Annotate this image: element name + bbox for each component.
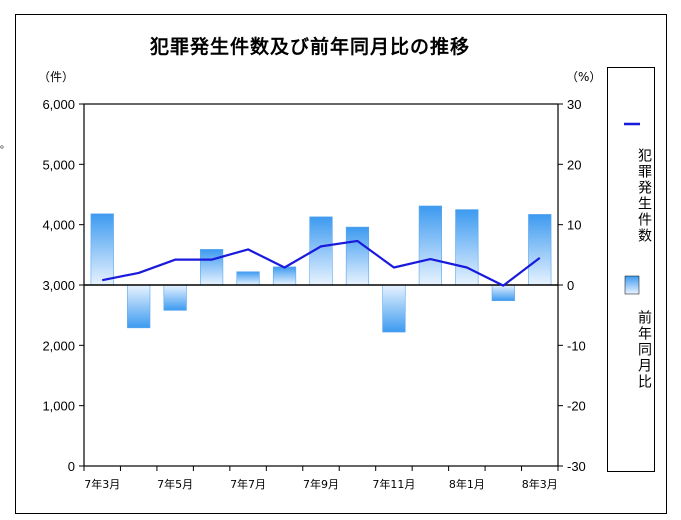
left-tick-label-3: 3,000 [42, 278, 75, 293]
legend-swatches [624, 122, 640, 295]
right-tick-label-4: 10 [567, 218, 581, 233]
left-axis-unit: （件） [38, 70, 75, 84]
bar-4 [236, 271, 260, 286]
bar-7 [345, 226, 370, 286]
bar-0 [90, 213, 114, 286]
left-tick-label-2: 2,000 [42, 338, 75, 353]
legend-bar-swatch [624, 275, 640, 295]
left-tick-label-1: 1,000 [42, 399, 75, 414]
right-tick-label-2: -10 [567, 338, 586, 353]
legend-label-crime-count: 犯罪発生件数 [636, 148, 652, 244]
bar-1 [127, 284, 151, 329]
right-tick-label-5: 20 [567, 157, 581, 172]
x-tick-label-6: 7年9月 [303, 477, 339, 491]
left-tick-label-4: 4,000 [42, 218, 75, 233]
x-tick-label-2: 7年5月 [157, 477, 193, 491]
left-tick-label-5: 5,000 [42, 157, 75, 172]
bar-3 [200, 249, 224, 286]
bar-11 [491, 284, 515, 301]
legend: 犯罪発生件数 前年同月比 [607, 67, 655, 472]
stray-mark: 。 [0, 140, 10, 151]
bar-10 [455, 209, 479, 286]
chart-title: 犯罪発生件数及び前年同月比の推移 [149, 36, 470, 58]
legend-label-yoy: 前年同月比 [636, 310, 652, 390]
x-tick-label-8: 7年11月 [372, 477, 415, 491]
bar-8 [382, 284, 406, 333]
bar-9 [418, 205, 442, 286]
bar-5 [272, 266, 297, 286]
x-tick-label-12: 8年3月 [522, 477, 558, 491]
right-tick-label-3: 0 [567, 278, 574, 293]
left-tick-label-6: 6,000 [42, 97, 75, 112]
axes-group: 0 1,000 2,000 3,000 4,000 5,000 6,000 -30 -20 -10… [42, 97, 585, 491]
bar-2 [163, 284, 187, 311]
x-tick-label-0: 7年3月 [84, 477, 120, 491]
x-tick-label-4: 7年7月 [230, 477, 266, 491]
right-tick-label-0: -30 [567, 459, 586, 474]
bar-12 [528, 214, 552, 286]
right-axis-unit: （%） [566, 70, 602, 84]
bar-series-group [90, 205, 552, 333]
chart-frame [15, 14, 667, 514]
left-tick-label-0: 0 [68, 459, 75, 474]
line-series-group [102, 239, 541, 287]
x-tick-label-10: 8年1月 [449, 477, 485, 491]
right-tick-label-1: -20 [567, 399, 586, 414]
right-tick-label-6: 30 [567, 97, 581, 112]
